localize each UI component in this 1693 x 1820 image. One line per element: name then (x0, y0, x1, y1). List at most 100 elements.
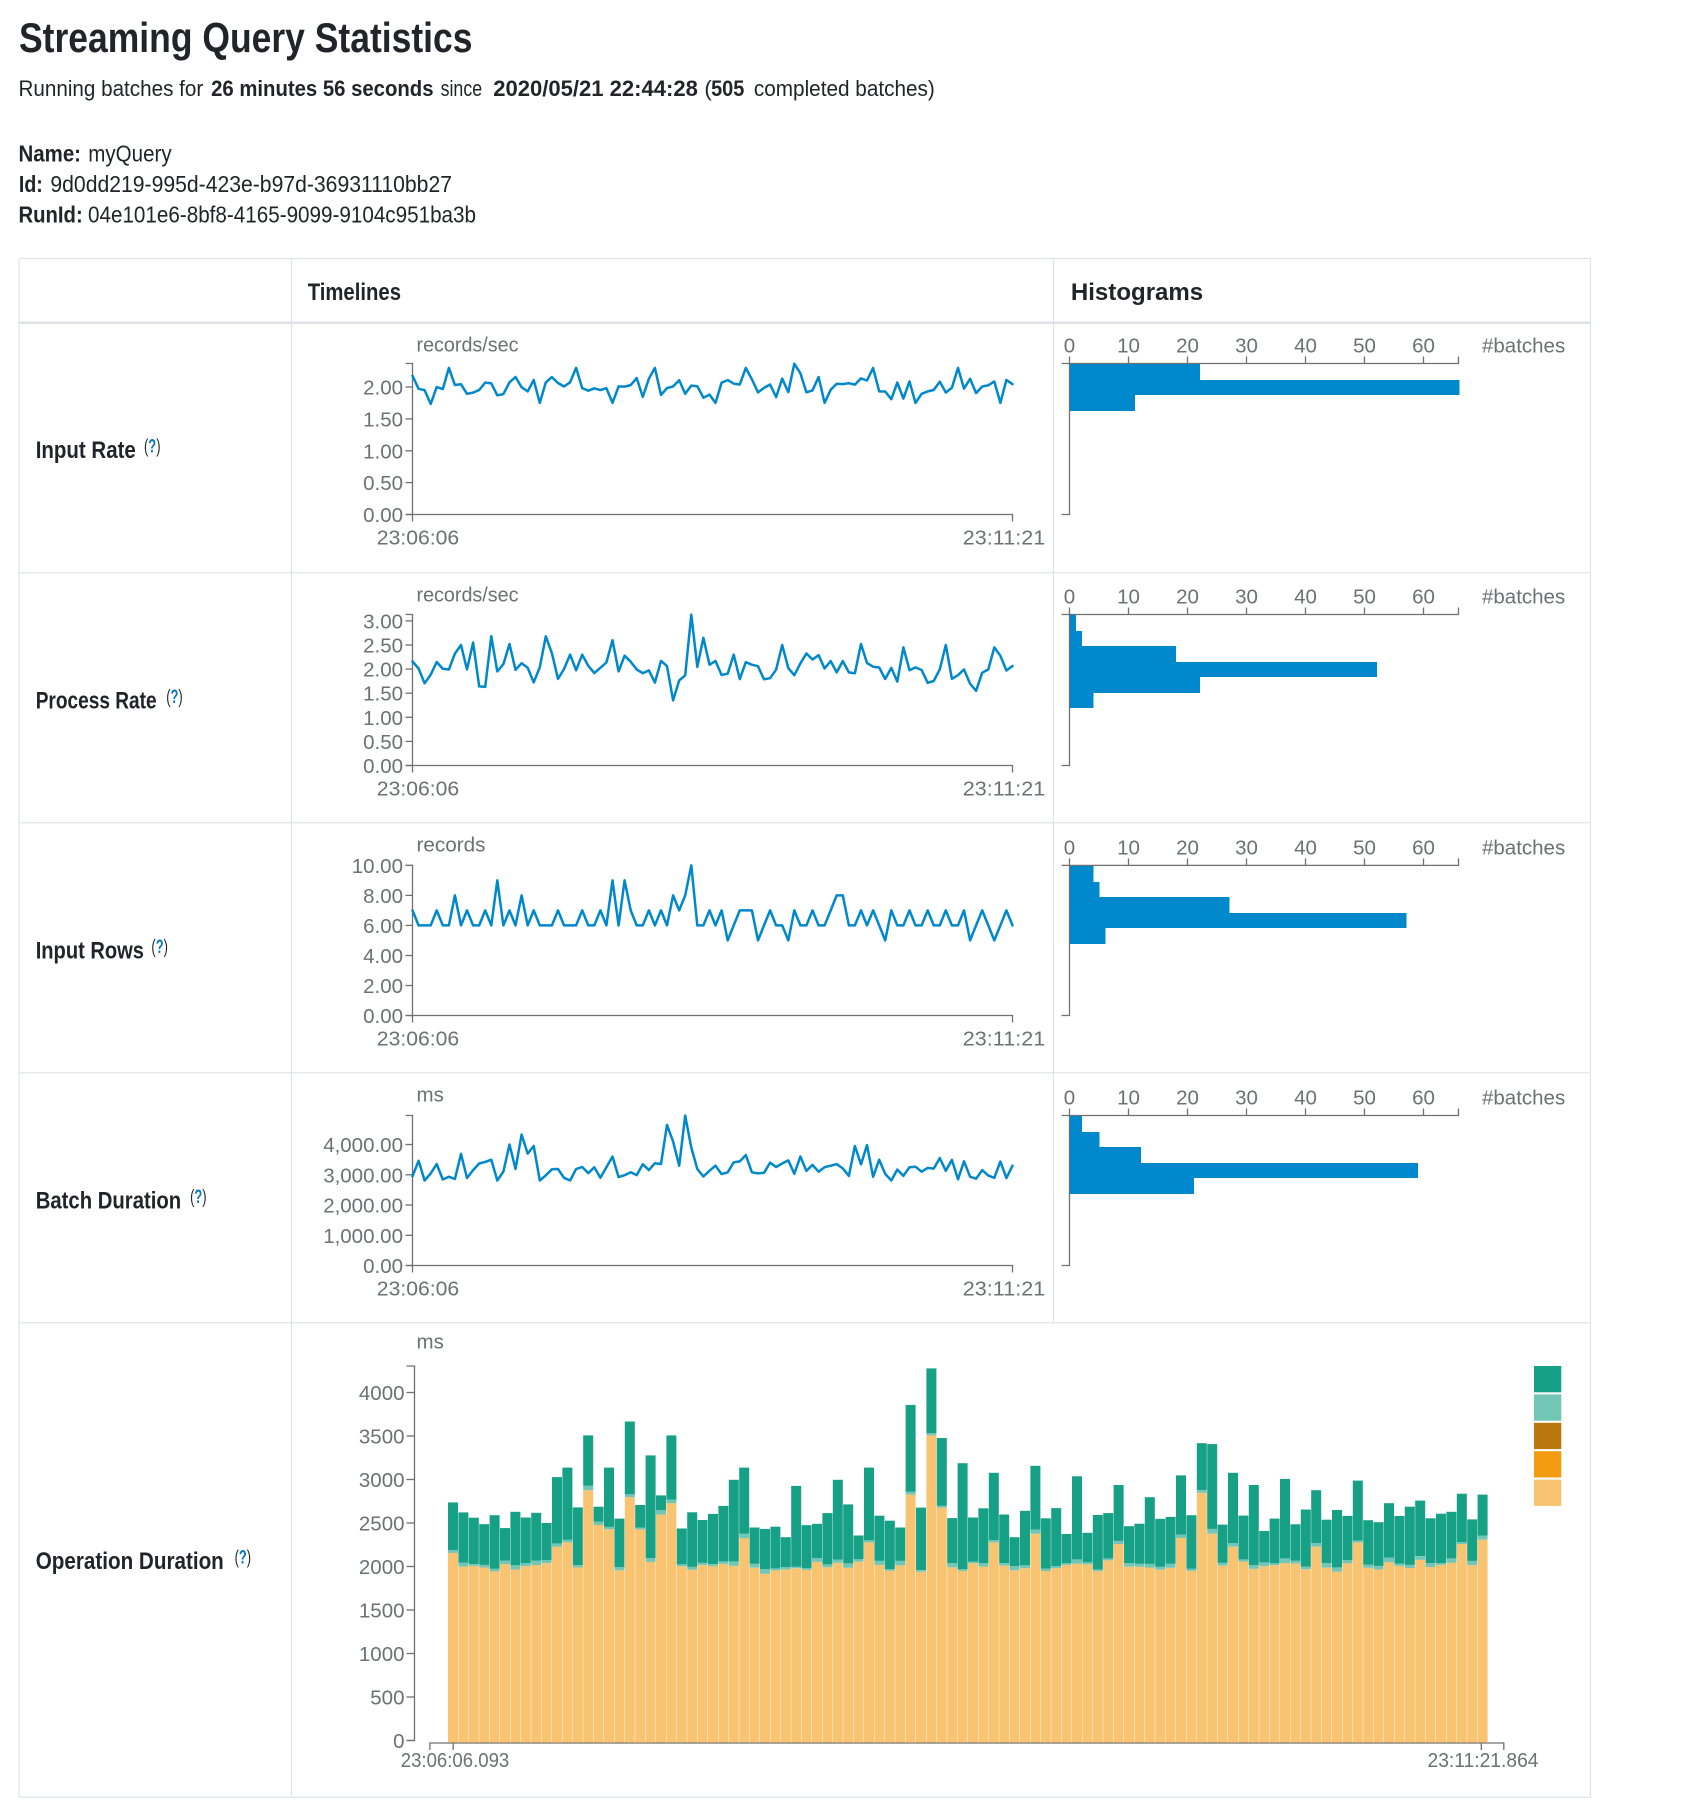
svg-text:10: 10 (1117, 836, 1140, 859)
svg-text:20: 20 (1176, 1087, 1199, 1110)
svg-text:505: 505 (711, 76, 744, 101)
svg-text:10: 10 (1117, 335, 1140, 358)
svg-text:04e101e6-8bf8-4165-9099-9104c9: 04e101e6-8bf8-4165-9099-9104c951ba3b (88, 202, 476, 228)
svg-text:23:11:21: 23:11:21 (963, 778, 1045, 801)
svg-text:3500: 3500 (359, 1426, 405, 1449)
svg-text:30: 30 (1235, 335, 1258, 358)
svg-text:Input Rows: Input Rows (36, 937, 144, 964)
svg-text:23:06:06.093: 23:06:06.093 (401, 1749, 510, 1772)
svg-text:ms: ms (417, 1083, 444, 1106)
svg-text:(?): (?) (144, 436, 161, 458)
svg-text:23:06:06: 23:06:06 (377, 527, 459, 550)
svg-text:23:06:06: 23:06:06 (377, 778, 459, 801)
svg-text:RunId:: RunId: (19, 202, 83, 228)
svg-text:60: 60 (1412, 836, 1435, 859)
svg-text:30: 30 (1235, 836, 1258, 859)
svg-text:50: 50 (1353, 335, 1376, 358)
svg-text:1.50: 1.50 (363, 683, 403, 706)
svg-text:(?): (?) (235, 1547, 252, 1569)
svg-text:2.00: 2.00 (363, 975, 403, 998)
svg-text:#batches: #batches (1482, 335, 1565, 358)
svg-text:1.00: 1.00 (363, 440, 403, 463)
svg-text:0.00: 0.00 (363, 1255, 403, 1278)
svg-text:23:06:06: 23:06:06 (377, 1028, 459, 1051)
svg-text:0.00: 0.00 (363, 1005, 403, 1028)
svg-text:Running batches for: Running batches for (19, 76, 204, 101)
svg-text:6.00: 6.00 (363, 915, 403, 938)
svg-text:0: 0 (393, 1730, 404, 1753)
svg-text:9d0dd219-995d-423e-b97d-369311: 9d0dd219-995d-423e-b97d-36931110bb27 (50, 171, 452, 197)
svg-text:2,000.00: 2,000.00 (323, 1195, 403, 1218)
svg-text:50: 50 (1353, 1087, 1376, 1110)
svg-text:1000: 1000 (359, 1643, 405, 1666)
svg-text:60: 60 (1412, 335, 1435, 358)
svg-text:3.00: 3.00 (363, 610, 403, 633)
svg-text:40: 40 (1294, 836, 1317, 859)
svg-text:0: 0 (1064, 836, 1075, 859)
svg-text:2500: 2500 (359, 1513, 405, 1536)
svg-text:#batches: #batches (1482, 586, 1565, 609)
svg-text:23:11:21: 23:11:21 (963, 1028, 1045, 1051)
svg-text:10: 10 (1117, 1087, 1140, 1110)
svg-text:40: 40 (1294, 1087, 1317, 1110)
svg-text:Name:: Name: (19, 141, 82, 167)
svg-text:(?): (?) (190, 1186, 207, 1208)
svg-text:2.00: 2.00 (363, 377, 403, 400)
svg-text:30: 30 (1235, 1087, 1258, 1110)
svg-text:Operation Duration: Operation Duration (36, 1548, 224, 1575)
svg-text:8.00: 8.00 (363, 885, 403, 908)
svg-text:0.00: 0.00 (363, 755, 403, 778)
svg-text:#batches: #batches (1482, 1087, 1565, 1110)
svg-text:0.50: 0.50 (363, 472, 403, 495)
svg-text:20: 20 (1176, 335, 1199, 358)
svg-text:Streaming Query Statistics: Streaming Query Statistics (19, 14, 473, 61)
svg-text:4000: 4000 (359, 1382, 405, 1405)
svg-text:ms: ms (417, 1331, 444, 1354)
svg-text:2.00: 2.00 (363, 659, 403, 682)
svg-text:2020/05/21 22:44:28: 2020/05/21 22:44:28 (493, 76, 698, 101)
svg-text:23:11:21.864: 23:11:21.864 (1428, 1749, 1539, 1772)
svg-text:20: 20 (1176, 836, 1199, 859)
svg-text:2000: 2000 (359, 1556, 405, 1579)
svg-text:#batches: #batches (1482, 836, 1565, 859)
svg-text:10: 10 (1117, 586, 1140, 609)
svg-text:4.00: 4.00 (363, 945, 403, 968)
svg-text:Process Rate: Process Rate (36, 687, 157, 714)
svg-text:(: ( (704, 76, 712, 101)
svg-text:23:06:06: 23:06:06 (377, 1278, 459, 1301)
svg-text:20: 20 (1176, 586, 1199, 609)
svg-text:1,000.00: 1,000.00 (323, 1225, 403, 1248)
svg-text:40: 40 (1294, 335, 1317, 358)
svg-text:(?): (?) (151, 936, 168, 958)
svg-text:records: records (417, 833, 486, 856)
svg-text:23:11:21: 23:11:21 (963, 527, 1045, 550)
svg-text:30: 30 (1235, 586, 1258, 609)
svg-text:(?): (?) (166, 686, 183, 708)
svg-text:since: since (441, 76, 483, 101)
svg-text:Id:: Id: (19, 171, 43, 197)
svg-text:2.50: 2.50 (363, 635, 403, 658)
svg-text:myQuery: myQuery (88, 141, 172, 167)
svg-text:3000: 3000 (359, 1469, 405, 1492)
svg-text:Timelines: Timelines (308, 279, 401, 306)
svg-text:23:11:21: 23:11:21 (963, 1278, 1045, 1301)
svg-text:Batch Duration: Batch Duration (36, 1187, 182, 1214)
svg-text:4,000.00: 4,000.00 (323, 1134, 403, 1157)
svg-text:0: 0 (1064, 1087, 1075, 1110)
svg-text:records/sec: records/sec (417, 333, 519, 356)
svg-text:10.00: 10.00 (352, 855, 403, 878)
svg-text:26 minutes 56 seconds: 26 minutes 56 seconds (211, 76, 433, 101)
svg-text:0: 0 (1064, 335, 1075, 358)
svg-text:60: 60 (1412, 586, 1435, 609)
svg-text:Input Rate: Input Rate (36, 437, 136, 464)
svg-text:completed batches): completed batches) (754, 76, 935, 101)
svg-text:1.00: 1.00 (363, 707, 403, 730)
svg-text:60: 60 (1412, 1087, 1435, 1110)
svg-text:records/sec: records/sec (417, 583, 519, 606)
svg-text:0.00: 0.00 (363, 504, 403, 527)
svg-text:3,000.00: 3,000.00 (323, 1164, 403, 1187)
svg-text:50: 50 (1353, 586, 1376, 609)
svg-text:50: 50 (1353, 836, 1376, 859)
svg-text:40: 40 (1294, 586, 1317, 609)
svg-text:500: 500 (370, 1687, 404, 1710)
